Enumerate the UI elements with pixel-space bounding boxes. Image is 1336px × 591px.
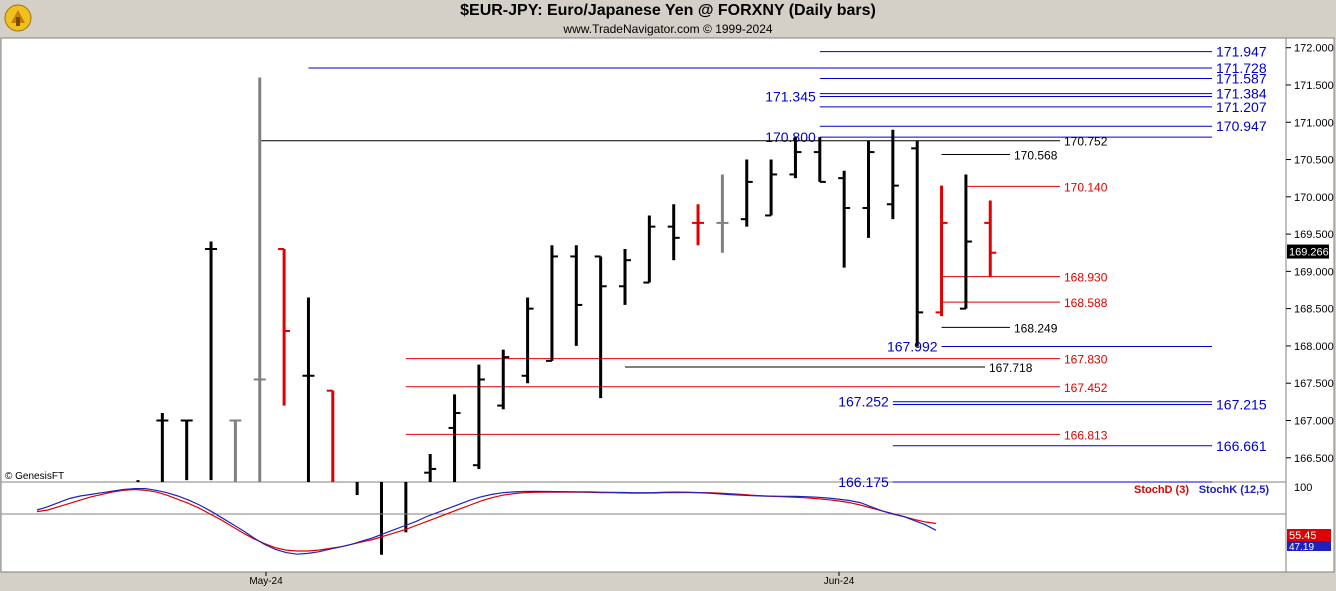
level-label: 171.728 xyxy=(1216,60,1267,76)
level-label: 167.215 xyxy=(1216,396,1267,412)
level-label: 171.384 xyxy=(1216,86,1267,102)
y-tick-label: 167.500 xyxy=(1294,378,1334,390)
y-tick-label: 170.000 xyxy=(1294,192,1334,204)
level-label: 170.947 xyxy=(1216,118,1267,134)
price-axis-panel xyxy=(1285,37,1335,573)
stochk-last-box xyxy=(1287,541,1331,551)
level-label: 167.830 xyxy=(1064,353,1108,367)
x-tick-label: Jun-24 xyxy=(824,576,855,587)
stochd-last-box xyxy=(1287,529,1331,541)
x-tick-label: May-24 xyxy=(249,576,283,587)
price-panel xyxy=(0,37,1287,483)
legend-stochk: StochK (12,5) xyxy=(1199,484,1270,496)
y-tick-label: 171.000 xyxy=(1294,117,1334,129)
y-tick-label: 172.000 xyxy=(1294,43,1334,55)
level-label: 167.992 xyxy=(887,339,938,355)
y-tick-label: 170.500 xyxy=(1294,155,1334,167)
y-tick-label: 166.500 xyxy=(1294,453,1334,465)
y-tick-label: 169.500 xyxy=(1294,229,1334,241)
level-label: 170.752 xyxy=(1064,135,1108,149)
stoch-panel xyxy=(0,481,1287,573)
level-label: 166.813 xyxy=(1064,428,1108,442)
level-label: 168.930 xyxy=(1064,271,1108,285)
y-tick-label: 167.000 xyxy=(1294,415,1334,427)
y-tick-label: 169.000 xyxy=(1294,266,1334,278)
level-label: 167.252 xyxy=(838,394,889,410)
level-label: 168.588 xyxy=(1064,296,1108,310)
level-label: 171.345 xyxy=(765,89,816,105)
level-label: 171.587 xyxy=(1216,70,1267,86)
level-label: 170.140 xyxy=(1064,180,1108,194)
y-tick-label: 171.500 xyxy=(1294,80,1334,92)
level-label: 168.249 xyxy=(1014,321,1058,335)
last-price-label: 169.266 xyxy=(1289,247,1329,259)
stochk-line xyxy=(36,488,937,555)
level-label: 166.175 xyxy=(838,474,889,490)
stoch-y-tick-label: 100 xyxy=(1294,482,1312,494)
tradenavigator-logo-icon xyxy=(3,3,33,33)
level-label: 167.452 xyxy=(1064,381,1108,395)
stochk-last-label: 47.19 xyxy=(1289,542,1314,553)
level-label: 166.661 xyxy=(1216,438,1267,454)
watermark-text: © GenesisFT xyxy=(5,471,64,482)
chart-title: $EUR-JPY: Euro/Japanese Yen @ FORXNY (Da… xyxy=(460,2,876,19)
y-tick-label: 168.000 xyxy=(1294,341,1334,353)
level-label: 170.800 xyxy=(765,129,816,145)
chart-subtitle: www.TradeNavigator.com © 1999-2024 xyxy=(563,22,773,36)
level-label: 171.947 xyxy=(1216,44,1267,60)
last-price-box xyxy=(1287,244,1329,259)
level-label: 171.207 xyxy=(1216,99,1267,115)
level-label: 170.568 xyxy=(1014,148,1058,162)
level-label: 167.718 xyxy=(989,361,1033,375)
legend-stochd: StochD (3) xyxy=(1134,484,1189,496)
y-tick-label: 168.500 xyxy=(1294,304,1334,316)
stochd-last-label: 55.45 xyxy=(1289,530,1317,542)
